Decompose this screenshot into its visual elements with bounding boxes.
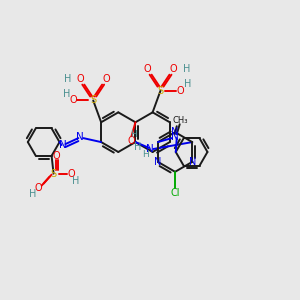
Text: N: N bbox=[58, 140, 66, 150]
Text: O: O bbox=[35, 184, 43, 194]
Text: methyl implied: methyl implied bbox=[0, 299, 1, 300]
Text: O: O bbox=[128, 136, 135, 146]
Text: H: H bbox=[183, 64, 190, 74]
Text: H: H bbox=[130, 130, 137, 139]
Text: N: N bbox=[154, 157, 162, 167]
Text: CH₃: CH₃ bbox=[173, 116, 188, 125]
Text: S: S bbox=[158, 85, 164, 96]
Text: H: H bbox=[64, 74, 71, 84]
Text: Cl: Cl bbox=[170, 188, 180, 198]
Text: O: O bbox=[144, 64, 152, 74]
Text: H: H bbox=[72, 176, 79, 186]
Text: H: H bbox=[184, 79, 191, 88]
Text: H: H bbox=[63, 88, 70, 98]
Text: O: O bbox=[68, 169, 75, 178]
Text: N: N bbox=[171, 132, 178, 142]
Text: O: O bbox=[169, 64, 177, 74]
Text: O: O bbox=[53, 151, 60, 161]
Text: O: O bbox=[70, 95, 77, 106]
Text: H: H bbox=[134, 142, 141, 152]
Text: H: H bbox=[29, 189, 37, 200]
Text: S: S bbox=[50, 169, 57, 178]
Text: N: N bbox=[189, 157, 196, 167]
Text: O: O bbox=[176, 85, 184, 96]
Text: O: O bbox=[76, 74, 84, 84]
Text: N: N bbox=[146, 144, 154, 154]
Text: N: N bbox=[171, 127, 179, 137]
Text: H: H bbox=[142, 151, 149, 160]
Text: O: O bbox=[102, 74, 110, 84]
Text: N: N bbox=[76, 132, 84, 142]
Text: S: S bbox=[90, 95, 96, 106]
